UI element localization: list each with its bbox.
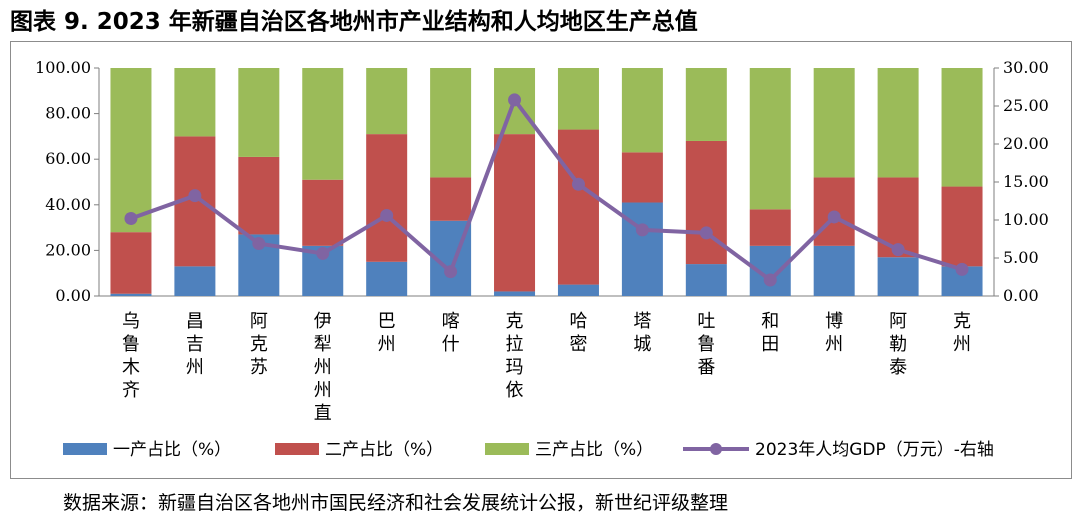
y-right-tick-label: 15.00 [1003, 172, 1049, 191]
bar-segment-1 [494, 291, 536, 296]
bar-segment-2 [749, 209, 791, 246]
gdp-line [130, 97, 963, 283]
bar-segment-1 [366, 261, 408, 296]
legend-label-2: 二产占比（%） [325, 440, 443, 460]
bar-segment-3 [941, 68, 983, 187]
category-label: 塔城 [633, 311, 651, 355]
y-left-tick-label: 0.00 [55, 286, 91, 305]
bar-segment-3 [238, 68, 280, 157]
bar-segment-1 [110, 293, 152, 296]
bar-segment-3 [749, 68, 791, 210]
y-left-tick-label: 80.00 [45, 104, 91, 123]
bar-segment-1 [813, 245, 855, 296]
y-left-tick-label: 60.00 [45, 149, 91, 168]
category-label: 克拉玛依 [506, 311, 524, 401]
category-label: 克州 [953, 311, 971, 355]
y-left-tick-label: 20.00 [45, 240, 91, 259]
bar-segment-2 [430, 177, 472, 221]
y-right-tick-label: 25.00 [1003, 96, 1049, 115]
bar-segment-3 [430, 68, 472, 178]
bar-segment-1 [877, 257, 919, 296]
legend-swatch-2 [275, 443, 319, 455]
bar-segment-1 [174, 266, 216, 296]
y-right-tick-label: 10.00 [1003, 210, 1049, 229]
chart-frame [10, 41, 1072, 479]
legend-label-3: 三产占比（%） [535, 440, 653, 460]
category-label: 和田 [761, 311, 779, 355]
bar-segment-2 [941, 186, 983, 267]
category-label: 哈密 [569, 311, 587, 355]
legend-label-4: 2023年人均GDP（万元）-右轴 [755, 440, 994, 460]
gdp-point [699, 226, 713, 240]
gdp-point [316, 246, 330, 260]
bar-segment-2 [110, 232, 152, 294]
chart-title: 图表 9. 2023 年新疆自治区各地州市产业结构和人均地区生产总值 [10, 9, 698, 35]
bar-segment-3 [302, 68, 344, 180]
bar-segment-3 [813, 68, 855, 178]
y-right-tick-label: 20.00 [1003, 134, 1049, 153]
bar-segment-1 [685, 264, 727, 296]
category-label: 昌吉州 [186, 311, 204, 378]
source-note: 数据来源：新疆自治区各地州市国民经济和社会发展统计公报，新世纪评级整理 [63, 492, 729, 514]
bar-segment-2 [494, 134, 536, 292]
y-right-tick-label: 5.00 [1003, 248, 1039, 267]
bar-segment-3 [110, 68, 152, 233]
gdp-point [444, 265, 458, 279]
category-label: 乌鲁木齐 [122, 311, 140, 401]
bar-segment-2 [621, 152, 663, 203]
bar-segment-3 [557, 68, 599, 130]
gdp-point [508, 93, 522, 107]
category-label: 吐鲁番 [697, 311, 715, 378]
bar-segment-2 [302, 179, 344, 246]
gdp-point [124, 211, 138, 225]
bar-segment-3 [366, 68, 408, 135]
bar-segment-1 [557, 284, 599, 296]
bar-segment-3 [621, 68, 663, 153]
bar-segment-3 [174, 68, 216, 137]
gdp-point [188, 189, 202, 203]
legend-swatch-1 [63, 443, 107, 455]
bar-segment-2 [238, 156, 280, 235]
category-label: 伊犁州州直 [314, 311, 332, 424]
bar-segment-3 [685, 68, 727, 141]
gdp-point [891, 243, 905, 257]
gdp-point [827, 210, 841, 224]
y-right-tick-label: 30.00 [1003, 58, 1049, 77]
bar-segment-2 [557, 129, 599, 285]
bar-segment-1 [621, 202, 663, 296]
y-left-tick-label: 40.00 [45, 195, 91, 214]
category-label: 博州 [825, 311, 843, 355]
category-label: 阿克苏 [250, 311, 268, 378]
gdp-point [635, 223, 649, 237]
y-right-tick-label: 0.00 [1003, 286, 1039, 305]
y-left-tick-label: 100.00 [35, 58, 91, 77]
legend-label-1: 一产占比（%） [113, 440, 231, 460]
gdp-point [252, 237, 266, 251]
gdp-point [763, 273, 777, 287]
category-label: 巴州 [378, 311, 396, 355]
gdp-point [571, 177, 585, 191]
gdp-point [955, 262, 969, 276]
gdp-point [380, 208, 394, 222]
legend-line-marker [710, 443, 722, 455]
category-label: 阿勒泰 [889, 311, 907, 378]
category-label: 喀什 [442, 311, 460, 355]
legend-swatch-3 [485, 443, 529, 455]
bar-segment-3 [877, 68, 919, 178]
bar-segment-2 [366, 134, 408, 262]
